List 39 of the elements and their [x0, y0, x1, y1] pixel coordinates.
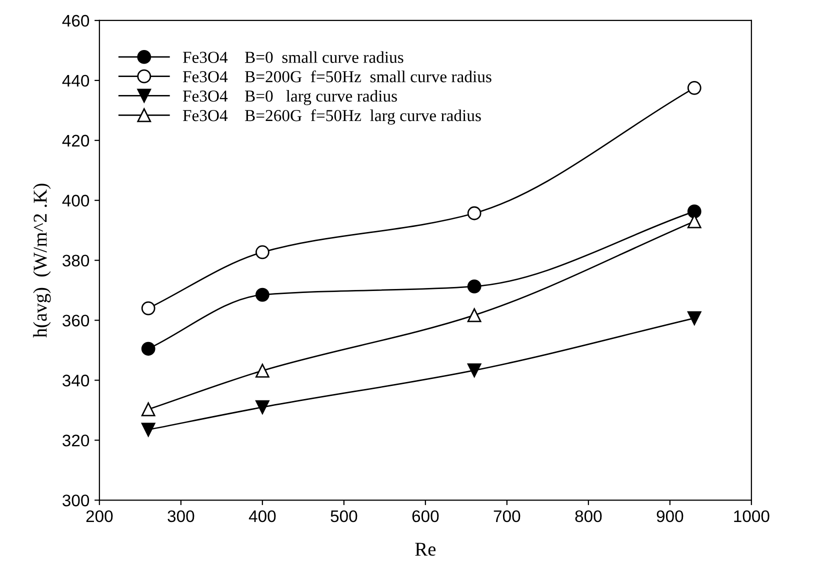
y-tick-label: 320: [62, 434, 90, 446]
y-tick-label: 460: [62, 14, 90, 27]
point: [141, 342, 156, 356]
point: [141, 422, 156, 437]
point: [467, 279, 482, 294]
point: [687, 204, 702, 218]
y-axis-title: h(avg) (W/m^2 .K): [33, 184, 51, 338]
x-tick-label: 800: [575, 510, 602, 522]
legend-label: Fe3O4 B=0 larg curve radius: [182, 90, 397, 106]
x-tick-label: 500: [330, 510, 358, 522]
point: [255, 245, 270, 260]
point: [467, 308, 482, 322]
x-tick-label: 700: [494, 510, 520, 522]
point: [141, 301, 156, 316]
legend-label: Fe3O4 B=0 small curve radius: [182, 51, 404, 63]
x-tick-label: 900: [656, 510, 684, 522]
legend-label: Fe3O4 B=260G f=50Hz larg curve radius: [182, 109, 481, 125]
y-tick-label: 440: [62, 74, 90, 87]
x-tick-label: 400: [248, 510, 276, 522]
point: [687, 80, 702, 95]
x-axis-title: Re: [415, 542, 436, 556]
y-tick-label: 400: [62, 194, 90, 207]
point: [141, 402, 156, 416]
point: [467, 363, 482, 378]
y-tick-label: 420: [62, 134, 90, 147]
point: [255, 364, 270, 378]
point: [255, 400, 270, 414]
legend-label: Fe3O4 B=200G f=50Hz small curve radius: [182, 70, 492, 82]
y-tick-label: 380: [62, 254, 90, 267]
x-tick-label: 1000: [734, 510, 770, 522]
point: [255, 288, 270, 302]
x-tick-label: 200: [86, 510, 113, 522]
y-tick-label: 360: [62, 314, 90, 326]
y-tick-label: 300: [62, 494, 90, 506]
y-tick-label: 340: [62, 374, 90, 386]
x-tick-label: 600: [412, 510, 439, 522]
x-tick-label: 300: [168, 510, 194, 522]
point: [687, 311, 702, 326]
point: [467, 206, 482, 220]
